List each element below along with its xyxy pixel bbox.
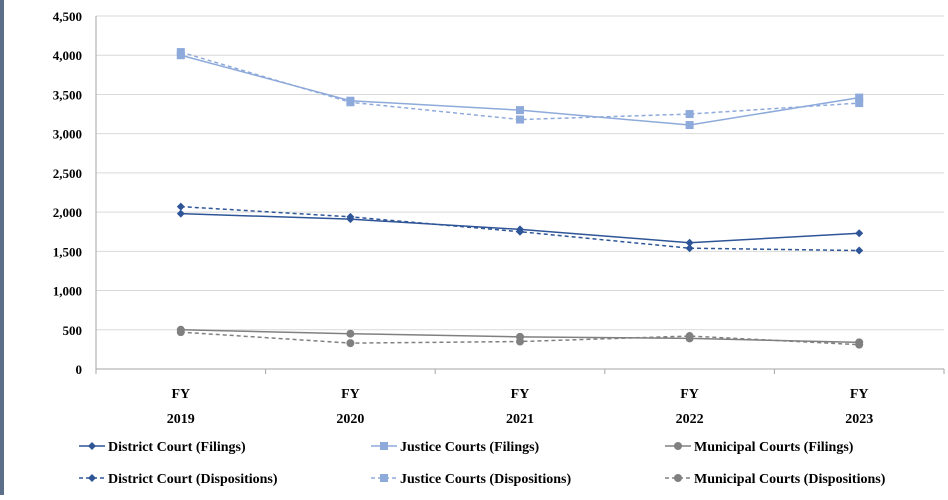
- y-axis: 0 500 1,000 1,500 2,000 2,500 3,000 3,500 4,000 4…: [53, 9, 97, 377]
- data-point: [346, 339, 355, 348]
- data-point: [855, 340, 864, 349]
- legend-marker: [88, 442, 96, 450]
- series-4: [176, 48, 864, 124]
- data-point: [685, 332, 694, 341]
- legend-label: District Court (Dispositions): [108, 472, 278, 487]
- legend-marker: [674, 442, 682, 450]
- legend-item: District Court (Filings): [79, 440, 246, 455]
- legend-item: District Court (Dispositions): [79, 472, 278, 487]
- legend: District Court (Filings) Justice Courts (…: [79, 440, 886, 487]
- y-tick-label: 1,500: [53, 244, 82, 259]
- series-3: [176, 202, 864, 255]
- x-tick-label-top: FY: [171, 387, 190, 402]
- gridlines: [96, 15, 944, 331]
- data-point: [685, 244, 694, 253]
- legend-label: District Court (Filings): [108, 440, 246, 455]
- x-tick-label-bottom: 2022: [676, 412, 704, 427]
- x-tick-label-top: FY: [680, 387, 699, 402]
- data-point: [516, 227, 524, 236]
- data-point: [685, 110, 694, 119]
- data-point: [176, 209, 185, 218]
- data-point: [855, 229, 864, 238]
- legend-item: Justice Courts (Filings): [371, 440, 540, 455]
- legend-item: Municipal Courts (Filings): [665, 440, 854, 455]
- series-group: [176, 48, 864, 349]
- data-point: [855, 93, 864, 102]
- data-point: [346, 329, 355, 338]
- x-tick-label-bottom: 2019: [167, 412, 195, 427]
- data-point: [176, 202, 185, 211]
- x-tick-label-top: FY: [341, 387, 360, 402]
- legend-label: Municipal Courts (Dispositions): [694, 472, 886, 487]
- x-tick-label-bottom: 2023: [845, 412, 873, 427]
- legend-label: Justice Courts (Filings): [400, 440, 540, 455]
- x-tick-label-bottom: 2021: [506, 412, 534, 427]
- data-point: [176, 328, 185, 337]
- data-point: [346, 212, 355, 221]
- data-point: [855, 99, 864, 108]
- series-5: [176, 328, 864, 349]
- y-tick-label: 500: [63, 323, 83, 338]
- y-tick-label: 4,000: [53, 48, 82, 63]
- line-chart: 0 500 1,000 1,500 2,000 2,500 3,000 3,500 4,000 4…: [53, 9, 945, 487]
- data-point: [516, 337, 524, 346]
- data-point: [516, 115, 524, 124]
- legend-item: Justice Courts (Dispositions): [371, 472, 571, 487]
- y-tick-label: 2,000: [53, 205, 82, 220]
- x-axis: FY 2019 FY 2020 FY 2021 FY 2022 FY 2023: [95, 368, 945, 427]
- y-tick-label: 1,000: [53, 284, 82, 299]
- series-line: [180, 54, 860, 126]
- y-tick-label: 3,000: [53, 127, 82, 142]
- data-point: [685, 238, 694, 247]
- x-tick-label-top: FY: [850, 387, 869, 402]
- legend-label: Justice Courts (Dispositions): [400, 472, 571, 487]
- legend-marker: [380, 442, 388, 450]
- legend-marker: [674, 474, 682, 482]
- y-tick-label: 2,500: [53, 166, 82, 181]
- x-tick-label-bottom: 2020: [336, 412, 364, 427]
- series-line: [180, 205, 860, 252]
- legend-label: Municipal Courts (Filings): [694, 440, 854, 455]
- data-point: [855, 246, 864, 255]
- legend-item: Municipal Courts (Dispositions): [665, 472, 886, 487]
- data-point: [685, 121, 694, 130]
- data-point: [346, 98, 355, 107]
- data-point: [176, 48, 185, 57]
- legend-marker: [380, 474, 388, 482]
- y-tick-label: 4,500: [53, 9, 82, 24]
- y-tick-label: 3,500: [53, 87, 82, 102]
- legend-marker: [88, 474, 96, 482]
- data-point: [516, 106, 524, 115]
- x-tick-label-top: FY: [511, 387, 530, 402]
- y-tick-label: 0: [76, 362, 83, 377]
